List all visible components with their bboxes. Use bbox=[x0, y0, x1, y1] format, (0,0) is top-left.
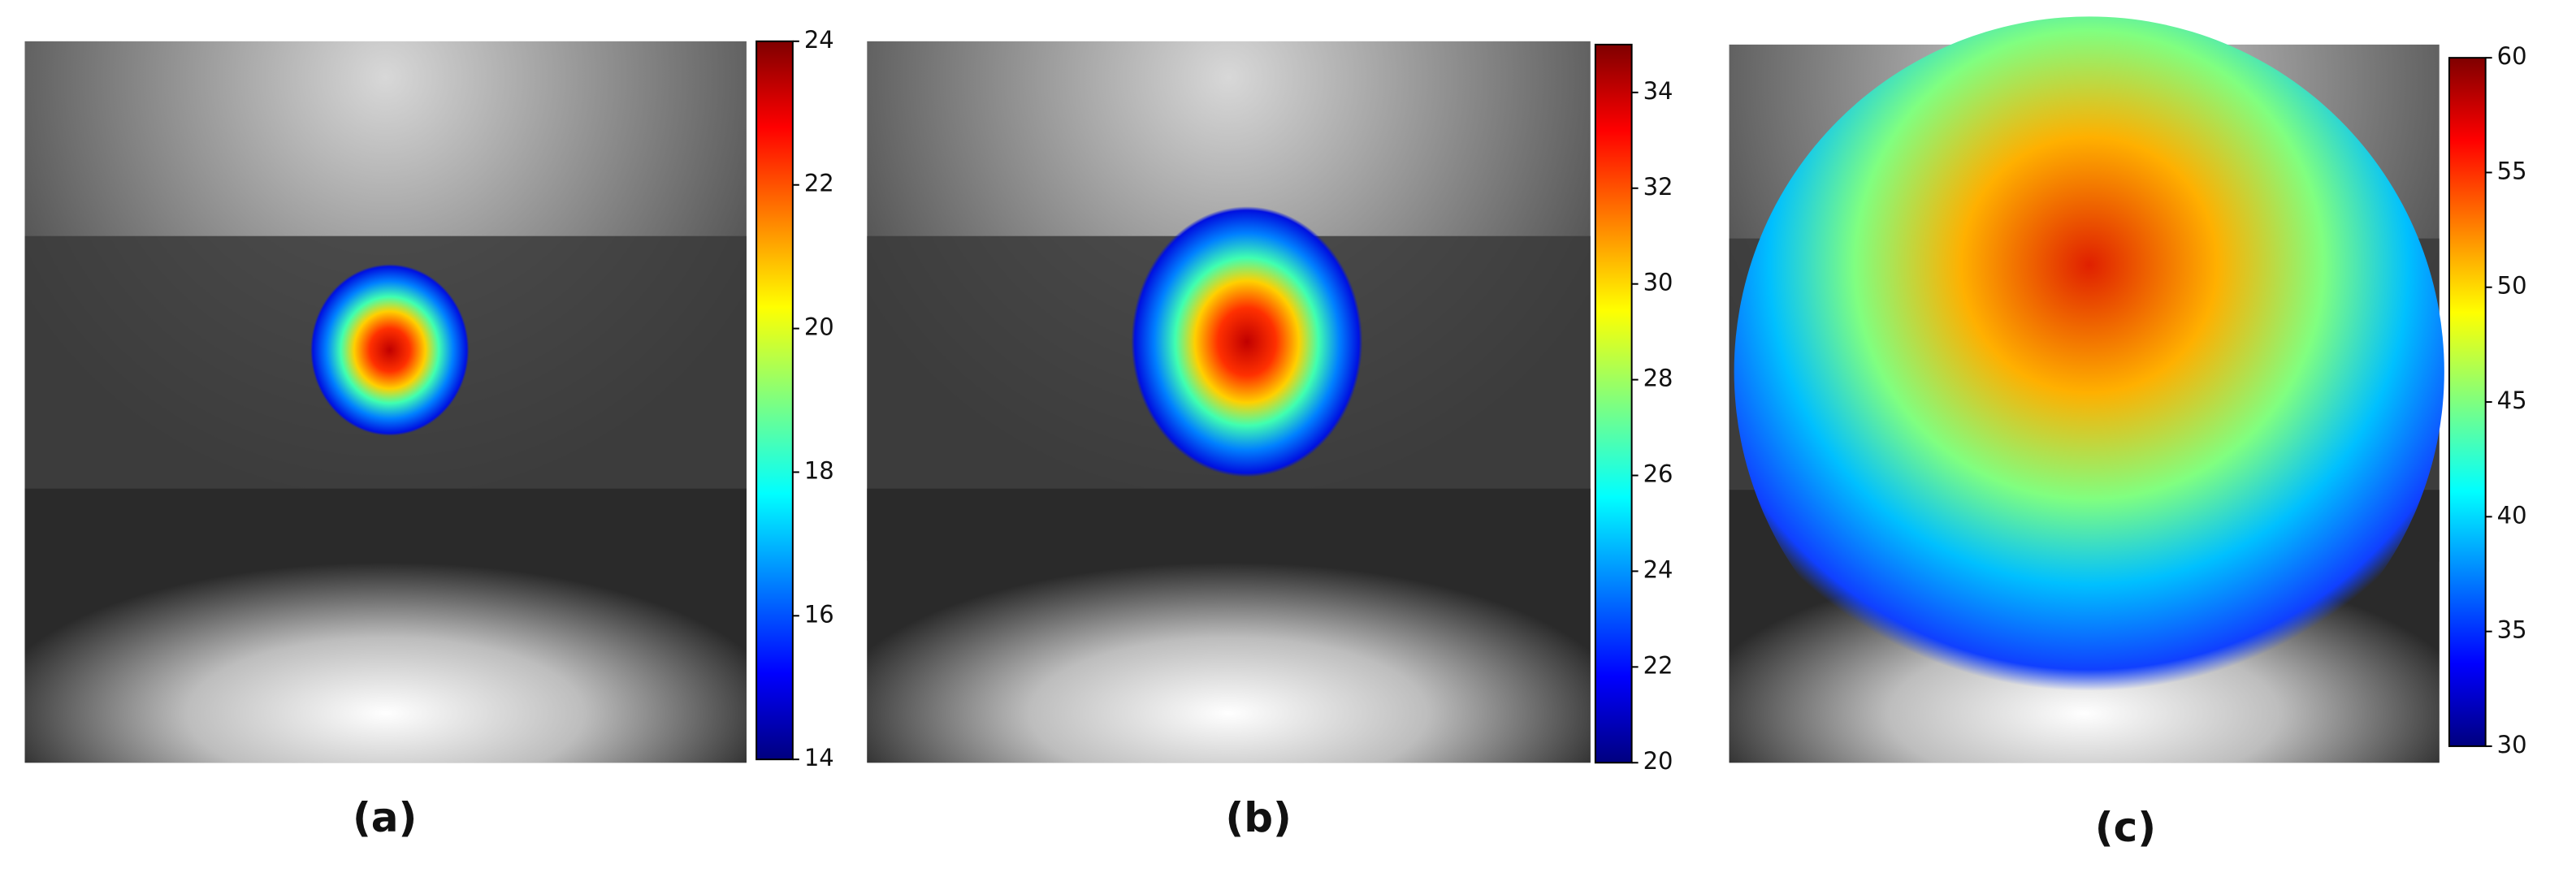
panel-label: (b) bbox=[1225, 794, 1292, 841]
colorbar-tick-label: 18 bbox=[804, 456, 834, 484]
colorbar-tick-label: 26 bbox=[1643, 460, 1673, 488]
colorbar-tick-label: 30 bbox=[2497, 731, 2527, 758]
colorbar-tick-label: 50 bbox=[2497, 272, 2527, 300]
colorbar bbox=[2448, 57, 2487, 747]
colorbar-tick-label: 55 bbox=[2497, 157, 2527, 184]
colorbar-tick-label: 22 bbox=[804, 170, 834, 197]
colorbar-tick-label: 28 bbox=[1643, 365, 1673, 392]
colorbar-tick-label: 30 bbox=[1643, 269, 1673, 296]
heat-blob bbox=[310, 264, 470, 436]
colorbar-tick-label: 22 bbox=[1643, 651, 1673, 679]
colorbar-tick-label: 24 bbox=[1643, 555, 1673, 583]
colorbar bbox=[755, 40, 794, 761]
colorbar-tick-label: 40 bbox=[2497, 501, 2527, 529]
colorbar-tick-label: 60 bbox=[2497, 42, 2527, 70]
colorbar-tick-label: 35 bbox=[2497, 616, 2527, 644]
colorbar-tick-label: 45 bbox=[2497, 387, 2527, 414]
colorbar-tick-label: 16 bbox=[804, 600, 834, 628]
bright-floor bbox=[24, 488, 747, 763]
heat-blob bbox=[1131, 206, 1363, 477]
bright-floor bbox=[867, 488, 1591, 763]
panel-label: (c) bbox=[2095, 804, 2156, 851]
colorbar-tick-label: 14 bbox=[804, 744, 834, 771]
colorbar-tick-label: 34 bbox=[1643, 77, 1673, 105]
colorbar-tick-label: 20 bbox=[804, 313, 834, 341]
colorbar-tick-label: 32 bbox=[1643, 173, 1673, 201]
colorbar bbox=[1594, 43, 1633, 764]
colorbar-tick-label: 20 bbox=[1643, 747, 1673, 775]
panel-label: (a) bbox=[353, 794, 417, 841]
heat-blob bbox=[1734, 16, 2444, 727]
colorbar-tick-label: 24 bbox=[804, 26, 834, 54]
